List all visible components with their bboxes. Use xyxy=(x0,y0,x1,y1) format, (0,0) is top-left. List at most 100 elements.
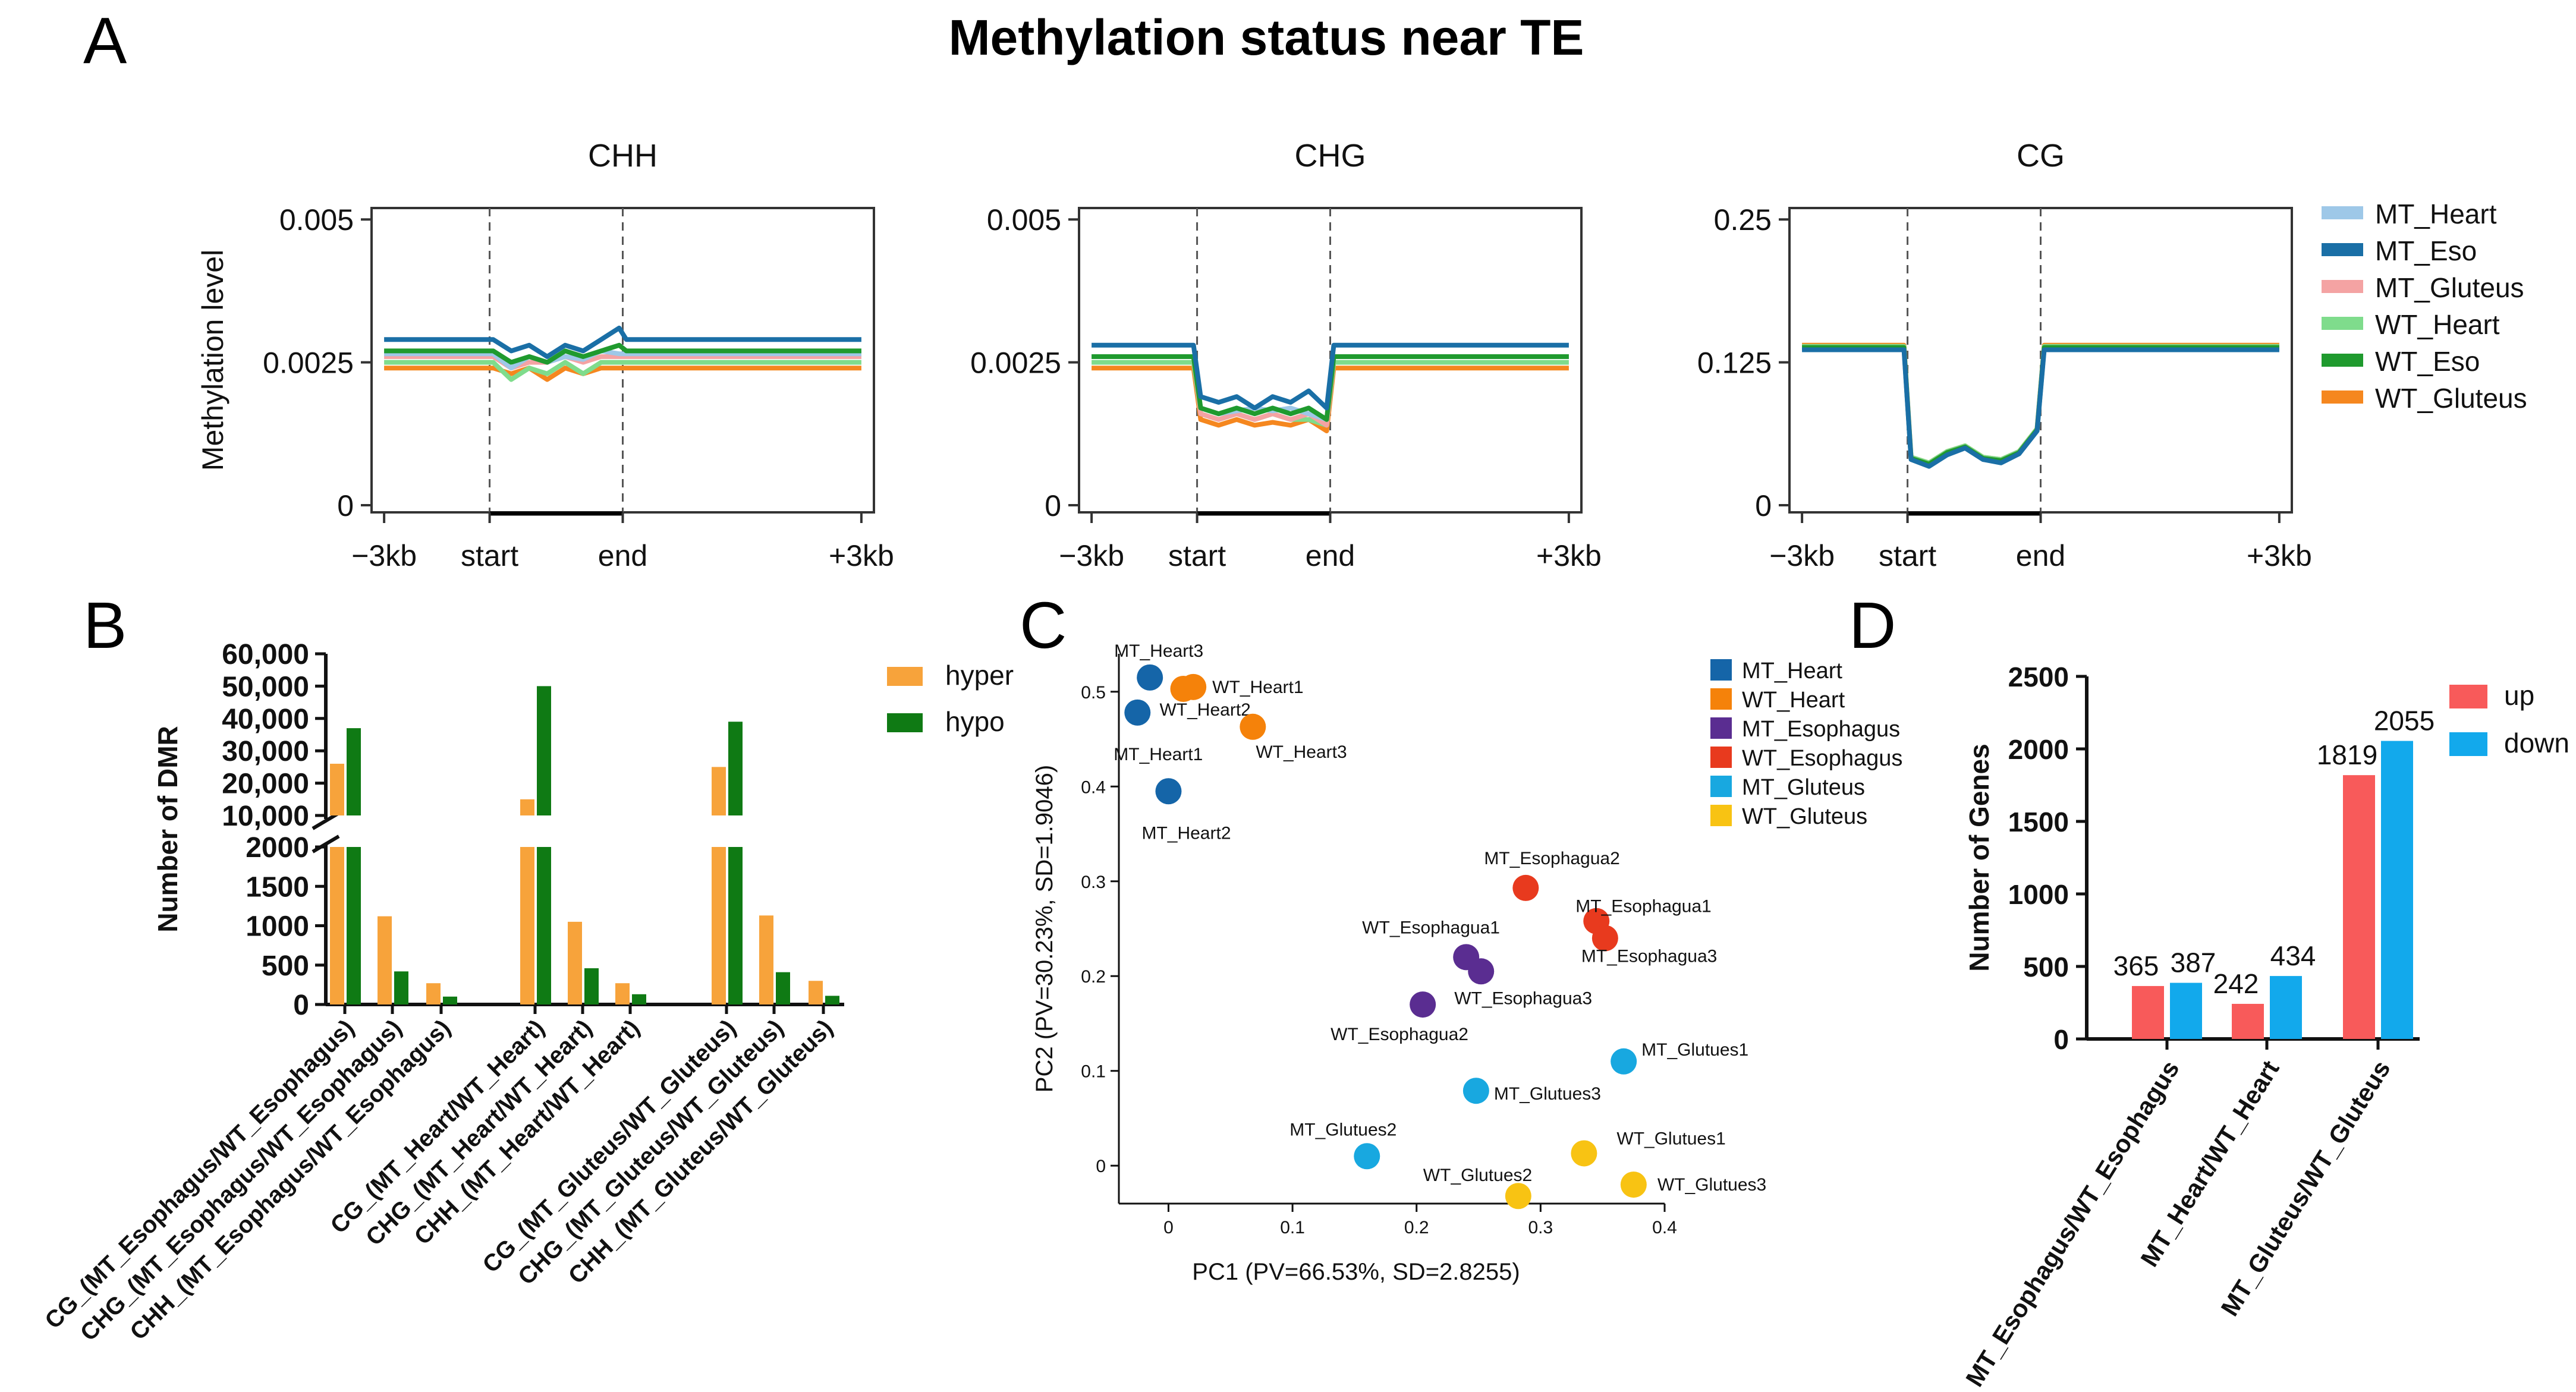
y-tick-label: 0 xyxy=(1755,489,1772,522)
pca-point-label: MT_Esophagua1 xyxy=(1575,897,1712,917)
y-axis-label: PC2 (PV=30.23%, SD=1.9046) xyxy=(1031,765,1058,1092)
axis-break-mark xyxy=(312,811,340,830)
legend-label: WT_Esophagus xyxy=(1742,746,1902,771)
y-tick-label: 500 xyxy=(2023,952,2069,982)
y-tick-label: 0.0025 xyxy=(970,347,1061,380)
pca-point-mt-glutues3 xyxy=(1462,1078,1489,1104)
y-tick-label: 0.25 xyxy=(1714,203,1772,237)
series-line-mt-eso xyxy=(1802,347,2279,469)
series-line-mt-eso xyxy=(1092,342,1569,411)
x-tick-label: 0.4 xyxy=(1652,1218,1677,1237)
legend-label: hyper xyxy=(945,660,1014,691)
pca-point-wt-esophagua3 xyxy=(1468,958,1495,985)
x-tick-label: end xyxy=(1306,539,1355,572)
pca-point-mt-esophagua3 xyxy=(1591,925,1618,952)
legend-swatch xyxy=(1710,688,1732,710)
bar-hyper-upper xyxy=(330,763,344,815)
legend-swatch xyxy=(1710,776,1732,797)
bar-hypo-upper xyxy=(537,686,551,815)
y-tick-label: 0.0025 xyxy=(263,347,354,380)
bar-hyper xyxy=(426,983,441,1004)
series-line-wt-gluteus xyxy=(384,366,861,382)
legend-swatch xyxy=(1710,747,1732,768)
bar-down xyxy=(2381,741,2413,1039)
bar-value-label: 242 xyxy=(2213,968,2259,999)
y-tick-label: 1000 xyxy=(246,911,309,943)
y-tick-label: 0.125 xyxy=(1697,347,1772,380)
pca-point-label: MT_Glutues2 xyxy=(1289,1120,1396,1139)
y-tick-label: 0.005 xyxy=(279,203,354,237)
y-tick-label: 0.5 xyxy=(1081,683,1106,703)
legend-label: down xyxy=(2504,728,2569,758)
y-tick-label: 0 xyxy=(293,990,309,1021)
series-line-wt-heart xyxy=(384,360,861,382)
legend-swatch xyxy=(2449,732,2487,756)
y-tick-label: 0 xyxy=(2053,1024,2069,1055)
y-tick-label: 1500 xyxy=(2008,807,2069,837)
bar-hypo xyxy=(632,994,646,1004)
bar-hyper-lower xyxy=(712,847,726,1004)
pca-point-label: MT_Esophagua3 xyxy=(1581,946,1718,966)
x-tick-label: start xyxy=(1168,539,1226,572)
pca-point-label: WT_Esophagua2 xyxy=(1331,1025,1468,1044)
series-line-mt-heart xyxy=(384,348,861,371)
bar-hypo-lower xyxy=(728,847,743,1004)
pca-point-label: WT_Esophagua1 xyxy=(1362,918,1500,937)
bar-hypo-lower xyxy=(537,847,551,1004)
bar-down xyxy=(2270,976,2302,1039)
bar-value-label: 1819 xyxy=(2317,739,2377,770)
x-tick-label: 0.1 xyxy=(1280,1218,1305,1237)
bar-value-label: 434 xyxy=(2270,940,2316,971)
panel-c-pca-chart: 0 0.1 0.2 0.3 0.4 0 0.1 0.2 0.3 0.4 0.5 PC1 (PV=66.… xyxy=(1031,641,1902,1285)
pca-point-label: MT_Heart2 xyxy=(1141,823,1231,843)
x-tick-label: end xyxy=(2016,539,2065,572)
bar-up xyxy=(2232,1003,2264,1039)
y-axis-label: Methylation level xyxy=(196,250,229,471)
x-tick-label: CHH_(MT_Esophagus/WT_Esophagus) xyxy=(125,1015,455,1345)
panel-a-legend: MT_Heart MT_Eso MT_Gluteus WT_Heart WT_Eso WT… xyxy=(2322,199,2527,414)
pca-point-wt-glutues1 xyxy=(1571,1140,1597,1167)
pca-point-wt-esophagua2 xyxy=(1410,991,1436,1018)
legend-label: WT_Heart xyxy=(2375,309,2500,340)
legend-label: WT_Gluteus xyxy=(1742,804,1867,829)
bar-hyper-upper xyxy=(520,799,534,815)
bar-down xyxy=(2170,982,2202,1039)
bar-hyper-upper xyxy=(712,767,726,815)
pca-point-mt-heart2 xyxy=(1155,778,1182,805)
legend-label: MT_Heart xyxy=(2375,199,2497,229)
panel-b-dmr-chart: 60,00050,00040,00030,00020,00010,0002000… xyxy=(40,639,1014,1346)
bar-hypo xyxy=(584,968,599,1004)
y-tick-label: 1000 xyxy=(2008,879,2069,910)
bar-hypo xyxy=(825,996,839,1004)
y-tick-label: 30,000 xyxy=(222,736,309,767)
bar-hyper xyxy=(809,981,823,1004)
legend-label: WT_Eso xyxy=(2375,346,2480,377)
pca-point-label: WT_Esophagua3 xyxy=(1454,988,1592,1008)
bar-hyper xyxy=(759,915,773,1004)
pca-point-label: WT_Glutues2 xyxy=(1423,1166,1532,1185)
pca-point-mt-heart3 xyxy=(1137,664,1163,691)
y-axis-label: Number of Genes xyxy=(1964,744,1995,971)
pca-point-wt-heart3 xyxy=(1240,713,1266,740)
legend-label: MT_Heart xyxy=(1742,659,1842,684)
bar-hypo-lower xyxy=(347,847,361,1004)
y-tick-label: 0.4 xyxy=(1081,777,1106,797)
x-tick-label: 0.3 xyxy=(1528,1218,1553,1237)
legend-label: MT_Gluteus xyxy=(2375,272,2524,303)
axis-break-mark xyxy=(312,834,340,854)
bar-value-label: 2055 xyxy=(2374,706,2435,736)
legend-swatch xyxy=(1710,659,1732,681)
pca-point-label: WT_Heart2 xyxy=(1159,700,1250,720)
bar-value-label: 365 xyxy=(2113,950,2159,981)
bar-hypo-upper xyxy=(347,728,361,815)
x-tick-label: end xyxy=(598,539,647,572)
pca-point-label: MT_Esophagua2 xyxy=(1484,849,1620,868)
bar-hyper-lower xyxy=(330,847,344,1004)
y-tick-label: 2000 xyxy=(246,832,309,864)
series-line-wt-eso xyxy=(384,342,861,365)
bar-hypo xyxy=(443,996,457,1004)
legend-swatch xyxy=(1710,805,1732,826)
legend-label: MT_Esophagus xyxy=(1742,717,1900,742)
legend-label: up xyxy=(2504,680,2534,711)
